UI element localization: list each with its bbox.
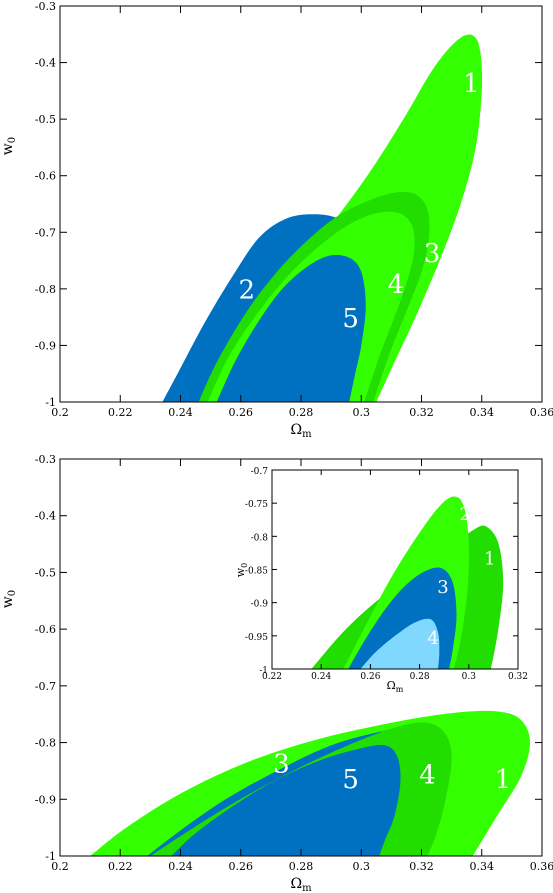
bottom-xtick-label: 0.26 — [229, 860, 254, 873]
top-xtick-label: 0.28 — [289, 406, 314, 419]
bottom-contour-label-3: 3 — [273, 749, 290, 779]
top-xtick-label: 0.34 — [470, 406, 495, 419]
bottom-ytick-label: -0.6 — [35, 623, 56, 636]
bottom-ytick-label: -0.3 — [35, 453, 56, 466]
top-ytick-label: -0.3 — [35, 0, 56, 13]
inset-xtick-label: 0.32 — [508, 672, 528, 682]
bottom-contour-label-1: 1 — [495, 765, 512, 795]
inset-ytick-label: -0.75 — [245, 500, 268, 510]
top-ytick-label: -0.5 — [35, 113, 56, 126]
inset-xtick-label: 0.3 — [462, 672, 477, 682]
bottom-contour-label-5: 5 — [342, 765, 359, 795]
top-ytick-label: -1 — [45, 396, 56, 409]
inset-ytick-label: -1 — [259, 666, 268, 676]
top-contour-label-2: 2 — [239, 276, 256, 306]
top-ytick-label: -0.7 — [35, 226, 56, 239]
bottom-xtick-label: 0.2 — [51, 860, 69, 873]
top-contour-label-1: 1 — [463, 69, 480, 99]
inset-contour-label-1: 1 — [484, 549, 495, 570]
bottom-xtick-label: 0.32 — [409, 860, 434, 873]
bottom-contour-5 — [171, 744, 401, 856]
inset-contour-label-2: 2 — [459, 504, 470, 525]
bottom-ytick-label: -0.8 — [35, 737, 56, 750]
inset-xtick-label: 0.24 — [311, 672, 331, 682]
top-ytick-label: -0.4 — [35, 57, 56, 70]
top-panel: 1 2 345 0.2 0.22 0.24 0.26 0.28 0.3 0.32 0.34 0.36 -… — [0, 0, 553, 440]
bottom-contour-label-2: 2 — [101, 808, 118, 838]
top-ytick-label: -0.8 — [35, 283, 56, 296]
bottom-contour-label-4: 4 — [419, 761, 436, 791]
bottom-contours — [90, 710, 530, 856]
bottom-ytick-label: -0.7 — [35, 680, 56, 693]
inset-contour-label-4: 4 — [427, 628, 438, 649]
bottom-xtick-label: 0.36 — [530, 860, 553, 873]
inset-contour-4 — [360, 618, 440, 669]
bottom-ytick-label: -1 — [45, 850, 56, 863]
bottom-xtick-label: 0.28 — [289, 860, 314, 873]
top-contour-label-4: 4 — [388, 270, 405, 300]
top-y-axis-label: w0 — [0, 137, 18, 155]
inset-ytick-label: -0.8 — [251, 533, 269, 543]
inset-contours — [311, 496, 504, 669]
top-contours — [162, 34, 483, 402]
bottom-xtick-label: 0.3 — [353, 860, 371, 873]
bottom-ytick-label: -0.9 — [35, 793, 56, 806]
top-contour-label-5: 5 — [342, 304, 359, 334]
inset-ytick-label: -0.95 — [245, 633, 268, 643]
top-contour-label-3: 3 — [424, 239, 441, 269]
top-ytick-label: -0.9 — [35, 339, 56, 352]
inset-ytick-label: -0.7 — [251, 467, 269, 477]
inset-xtick-label: 0.28 — [410, 672, 430, 682]
inset-xtick-label: 0.26 — [360, 672, 380, 682]
top-xtick-label: 0.3 — [353, 406, 371, 419]
inset-ytick-label: -0.85 — [245, 567, 268, 577]
top-ytick-label: -0.6 — [35, 170, 56, 183]
inset-panel: 1 2 3 4 0.22 0.24 0.26 0.28 0.3 0.32 -1 -0.95 -0.9 -0… — [234, 467, 528, 694]
top-x-axis-label: Ωm — [290, 422, 312, 440]
inset-xtick-label: 0.22 — [262, 672, 282, 682]
bottom-xtick-label: 0.24 — [168, 860, 193, 873]
bottom-x-axis-label: Ωm — [290, 876, 312, 893]
bottom-ytick-label: -0.5 — [35, 566, 56, 579]
top-xtick-label: 0.26 — [229, 406, 254, 419]
top-xtick-label: 0.24 — [168, 406, 193, 419]
top-xtick-label: 0.36 — [530, 406, 553, 419]
bottom-y-axis-label: w0 — [0, 590, 18, 608]
top-xtick-label: 0.32 — [409, 406, 434, 419]
bottom-xtick-label: 0.34 — [470, 860, 495, 873]
bottom-ytick-label: -0.4 — [35, 510, 56, 523]
top-contour-5 — [216, 255, 366, 402]
bottom-xtick-label: 0.22 — [108, 860, 133, 873]
inset-ytick-label: -0.9 — [251, 600, 269, 610]
inset-x-axis-label: Ωm — [387, 679, 404, 694]
top-xtick-label: 0.22 — [108, 406, 133, 419]
inset-contour-label-3: 3 — [437, 577, 448, 598]
top-xtick-label: 0.2 — [51, 406, 69, 419]
inset-y-axis-label: w0 — [234, 563, 249, 578]
